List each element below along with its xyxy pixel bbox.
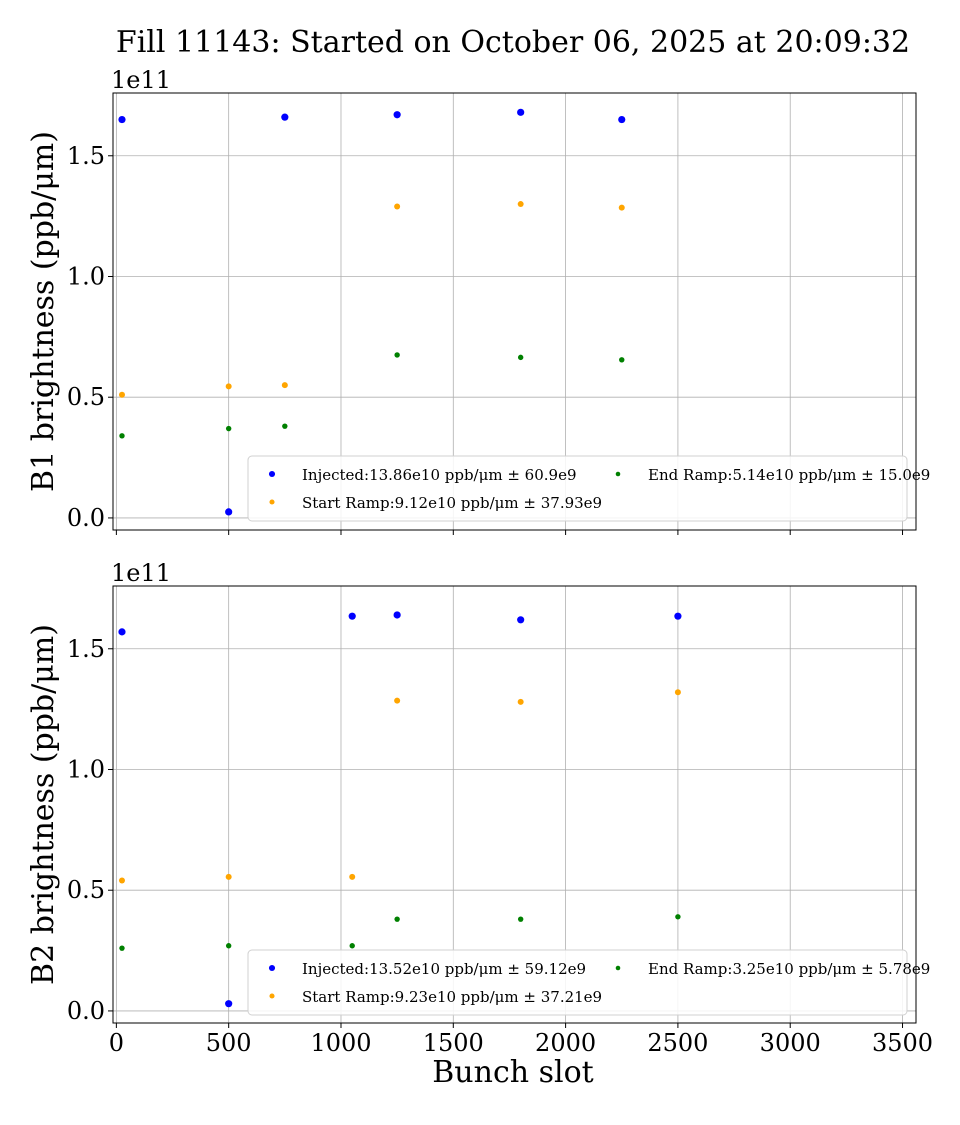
data-point	[517, 201, 524, 208]
data-point	[225, 943, 232, 949]
x-tick-label: 3000	[760, 1029, 821, 1057]
legend-marker	[269, 993, 275, 999]
x-tick-label: 0	[109, 1029, 124, 1057]
data-point	[517, 616, 525, 624]
legend-entry: End Ramp:5.14e10 ppb/μm ± 15.0e9	[648, 466, 930, 484]
y-offset-label: 1e11	[111, 559, 171, 587]
data-point	[349, 873, 356, 880]
data-point	[225, 508, 233, 516]
data-point	[394, 352, 400, 358]
legend-marker	[268, 470, 276, 478]
data-point	[282, 423, 288, 429]
data-point	[674, 689, 681, 696]
data-point	[348, 612, 356, 620]
x-tick-label: 1500	[423, 1029, 484, 1057]
legend-box	[247, 455, 908, 522]
data-point	[517, 354, 524, 361]
b1-panel: 0.0 0.5 1.0 1.5 1e11 B1 brightness (ppb/μm) In…	[26, 66, 930, 535]
data-point	[281, 382, 288, 389]
data-point	[394, 203, 401, 210]
data-point	[118, 391, 125, 398]
data-point	[517, 698, 524, 705]
legend-box	[247, 949, 908, 1016]
data-point	[517, 108, 525, 116]
legend-marker	[615, 965, 621, 971]
x-tick-label: 2500	[647, 1029, 708, 1057]
data-point	[393, 111, 401, 119]
b2-panel: 0 500 1000 1500 2000 2500 3000 3500 0.0 0.5 1.0 1.5…	[26, 559, 933, 1057]
data-point	[618, 204, 625, 211]
data-point	[393, 611, 401, 619]
legend-entry: Injected:13.52e10 ppb/μm ± 59.12e9	[302, 960, 586, 978]
legend-marker	[269, 499, 275, 505]
y-tick-label: 0.0	[67, 504, 105, 532]
x-tick-label: 2000	[535, 1029, 596, 1057]
data-point	[119, 433, 125, 439]
y-tick-label: 1.0	[67, 262, 105, 290]
data-point	[618, 115, 626, 124]
y-axis-label: B1 brightness (ppb/μm)	[26, 131, 61, 492]
y-offset-label: 1e11	[111, 66, 171, 94]
data-point	[281, 113, 289, 121]
data-point	[517, 916, 524, 922]
legend-entry: Injected:13.86e10 ppb/μm ± 60.9e9	[302, 466, 577, 484]
data-point	[349, 943, 355, 949]
data-point	[675, 914, 681, 920]
x-tick-label: 500	[206, 1029, 252, 1057]
y-tick-label: 0.5	[67, 876, 105, 904]
y-axis-label: B2 brightness (ppb/μm)	[26, 624, 61, 985]
x-tick-label: 1000	[310, 1029, 371, 1057]
data-point	[619, 357, 625, 363]
data-point	[225, 873, 232, 880]
data-point	[225, 1000, 233, 1008]
data-point	[394, 697, 401, 704]
legend-marker	[268, 964, 276, 972]
legend-marker	[615, 471, 621, 477]
y-tick-label: 1.5	[67, 635, 105, 663]
data-point	[225, 425, 232, 432]
x-axis-label: Bunch slot	[432, 1055, 593, 1090]
legend-entry: Start Ramp:9.23e10 ppb/μm ± 37.21e9	[302, 988, 602, 1006]
y-tick-label: 1.5	[67, 142, 105, 170]
data-point	[394, 916, 400, 922]
plot-frame	[112, 585, 917, 1024]
y-tick-label: 0.5	[67, 383, 105, 411]
x-tick-label: 3500	[872, 1029, 933, 1057]
y-tick-label: 1.0	[67, 755, 105, 783]
data-point	[118, 115, 126, 124]
legend-entry: Start Ramp:9.12e10 ppb/μm ± 37.93e9	[302, 494, 602, 512]
plot-frame	[112, 92, 917, 531]
chart-title: Fill 11143: Started on October 06, 2025 …	[116, 25, 910, 60]
data-point	[119, 945, 125, 951]
data-point	[118, 628, 126, 636]
data-point	[225, 383, 232, 390]
y-tick-label: 0.0	[67, 997, 105, 1025]
data-point	[118, 877, 125, 884]
data-point	[674, 612, 682, 620]
legend-entry: End Ramp:3.25e10 ppb/μm ± 5.78e9	[648, 960, 930, 978]
